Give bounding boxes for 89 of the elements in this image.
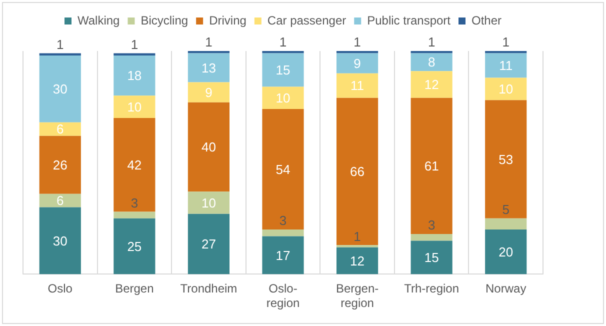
data-label: 66 xyxy=(350,164,365,180)
data-label: 40 xyxy=(201,140,216,155)
bar xyxy=(39,122,81,136)
data-label: 3 xyxy=(130,195,138,210)
bar xyxy=(262,109,304,230)
data-label: 9 xyxy=(205,84,212,100)
legend-label: Public transport xyxy=(367,13,452,28)
data-label: 11 xyxy=(499,58,513,74)
x-tick-label: Oslo xyxy=(48,282,73,296)
data-label: 10 xyxy=(127,99,142,114)
bar xyxy=(485,218,527,230)
bar xyxy=(114,96,156,118)
data-label: 8 xyxy=(428,54,436,70)
data-label: 11 xyxy=(350,78,364,94)
data-label: 13 xyxy=(201,60,216,76)
data-label: 15 xyxy=(276,62,290,78)
data-label: 30 xyxy=(52,82,68,97)
data-label: 5 xyxy=(502,202,510,217)
data-label: 20 xyxy=(498,244,514,260)
legend-label: Driving xyxy=(209,13,246,28)
x-tick-label: Trh-region xyxy=(404,282,460,296)
bar xyxy=(262,86,304,110)
x-tick-label: Oslo-region xyxy=(266,282,300,310)
bar xyxy=(262,236,304,274)
x-tick-label: Bergen-region xyxy=(336,282,379,310)
data-label: 3 xyxy=(279,213,287,228)
data-label: 61 xyxy=(424,158,439,174)
data-label: 6 xyxy=(56,193,64,208)
bar xyxy=(39,55,81,122)
data-label: 26 xyxy=(52,157,68,172)
bar xyxy=(336,53,378,74)
bar xyxy=(39,194,81,208)
data-label: 18 xyxy=(127,68,142,84)
data-label: 1 xyxy=(428,34,436,50)
bar xyxy=(410,98,452,234)
data-label: 12 xyxy=(424,77,439,92)
data-label: 1 xyxy=(130,36,138,52)
bar xyxy=(188,214,230,274)
data-label: 25 xyxy=(127,238,142,254)
bar xyxy=(410,240,452,274)
bar xyxy=(39,207,81,274)
bar xyxy=(114,212,156,218)
data-label: 30 xyxy=(52,233,68,248)
bar xyxy=(336,247,378,274)
data-label: 10 xyxy=(201,195,216,210)
legend-label: Car passenger xyxy=(267,13,346,28)
data-label: 1 xyxy=(502,34,510,50)
bar xyxy=(336,73,378,98)
data-label: 17 xyxy=(276,248,290,263)
bar xyxy=(39,136,81,194)
bar xyxy=(485,230,527,274)
bar xyxy=(188,82,230,102)
x-tick-label: Trondheim xyxy=(180,282,238,296)
data-label: 53 xyxy=(498,152,514,167)
data-label: 1 xyxy=(56,36,64,52)
bar xyxy=(410,53,452,72)
legend-label: Other xyxy=(472,13,502,28)
bar xyxy=(114,218,156,274)
data-label: 1 xyxy=(205,34,212,50)
data-label: 10 xyxy=(498,82,514,97)
legend-label: Walking xyxy=(77,13,120,28)
bar xyxy=(262,230,304,236)
bar xyxy=(485,100,527,218)
bar xyxy=(188,53,230,82)
data-label: 1 xyxy=(279,34,287,50)
data-label: 42 xyxy=(127,157,142,172)
data-label: 15 xyxy=(424,250,439,266)
bar xyxy=(485,78,527,100)
bar xyxy=(410,71,452,98)
data-label: 27 xyxy=(201,236,216,252)
data-label: 10 xyxy=(276,90,290,106)
x-tick-label: Bergen xyxy=(115,282,154,296)
bar xyxy=(336,98,378,246)
data-label: 1 xyxy=(354,34,361,50)
data-label: 12 xyxy=(350,253,365,268)
bar xyxy=(485,53,527,78)
bar xyxy=(188,192,230,214)
data-label: 1 xyxy=(354,228,361,244)
x-tick-label: Norway xyxy=(486,282,526,296)
data-label: 3 xyxy=(428,218,436,233)
data-label: 54 xyxy=(276,162,290,177)
legend-label: Bicycling xyxy=(140,13,188,28)
bar xyxy=(410,234,452,241)
bar xyxy=(188,102,230,192)
bar xyxy=(114,55,156,96)
bar xyxy=(114,118,156,212)
data-label: 9 xyxy=(354,56,361,71)
bar xyxy=(262,53,304,87)
data-label: 6 xyxy=(56,122,64,137)
